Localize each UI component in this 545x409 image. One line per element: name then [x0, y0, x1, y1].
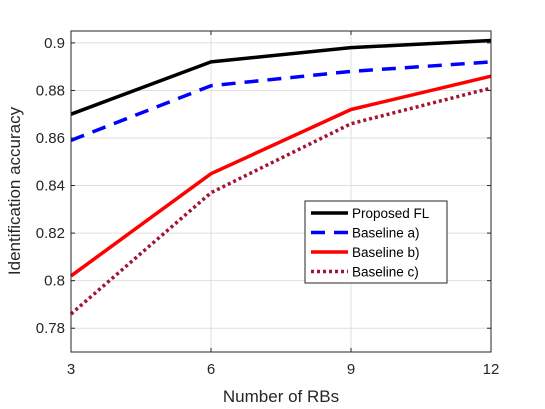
legend: Proposed FL Baseline a) Baseline b) Baselin… — [304, 200, 448, 284]
series-line-3 — [69, 74, 492, 278]
x-axis-label: Number of RBs — [223, 387, 339, 406]
y-tick-label: 0.82 — [36, 225, 65, 242]
y-tick-label: 0.84 — [36, 178, 65, 195]
series-line-2 — [70, 60, 492, 143]
y-tick-label: 0.88 — [36, 82, 65, 99]
y-tick-label: 0.9 — [44, 35, 65, 52]
legend-label-3: Baseline b) — [352, 245, 420, 260]
x-tick-label: 6 — [207, 361, 215, 378]
series-line-1 — [70, 38, 492, 116]
y-tick-label: 0.86 — [36, 130, 65, 147]
axis-ticks: 3 6 9 12 0.78 0.8 0.82 0.84 0.86 0.88 0.9 — [36, 31, 500, 378]
legend-label-4: Baseline c) — [352, 265, 419, 280]
y-axis-label: Identification accuracy — [5, 106, 24, 275]
y-tick-label: 0.78 — [36, 320, 65, 337]
x-tick-label: 3 — [67, 361, 75, 378]
y-tick-label: 0.8 — [44, 273, 65, 290]
legend-label-2: Baseline a) — [352, 226, 420, 241]
series-lines — [69, 38, 492, 316]
axes-box — [70, 30, 492, 353]
plot-area — [71, 31, 491, 352]
legend-label-1: Proposed FL — [352, 206, 430, 221]
x-tick-label: 12 — [483, 361, 500, 378]
x-tick-label: 9 — [347, 361, 355, 378]
series-line-4 — [69, 86, 492, 316]
